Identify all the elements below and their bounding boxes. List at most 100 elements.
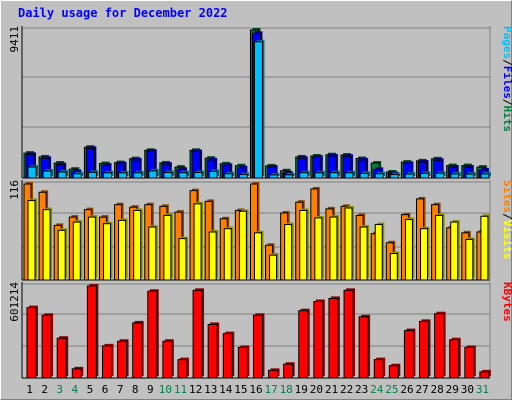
bar-kbytes-day-16 xyxy=(252,314,263,379)
bar-sites-day-1 xyxy=(27,200,36,281)
bar-sites-day-16 xyxy=(253,232,262,281)
bar-pages-day-2 xyxy=(42,170,52,179)
bar-sites-day-2 xyxy=(42,209,51,281)
bar-pages-day-31 xyxy=(480,173,490,179)
bar-pages-day-7 xyxy=(118,172,128,179)
bar-kbytes-day-3 xyxy=(56,337,67,379)
bar-sites-day-5 xyxy=(87,216,96,281)
bar-kbytes-day-12 xyxy=(192,289,203,379)
panel-pages-files-hits-legend: Pages/Files/Hits xyxy=(501,26,512,132)
bar-kbytes-day-13 xyxy=(207,323,218,379)
bar-pages-day-15 xyxy=(238,174,248,179)
x-tick-label-28: 28 xyxy=(431,383,444,396)
x-tick-label-3: 3 xyxy=(56,383,63,396)
x-tick-label-24: 24 xyxy=(370,383,384,396)
bar-pages-day-20 xyxy=(314,172,324,179)
bar-kbytes-day-20 xyxy=(313,300,324,379)
bar-sites-day-23 xyxy=(359,226,368,281)
bar-sites-day-19 xyxy=(299,209,308,281)
bar-sites-day-27 xyxy=(420,228,429,281)
bar-kbytes-day-10 xyxy=(162,340,173,379)
x-tick-label-6: 6 xyxy=(102,383,109,396)
bar-pages-day-18 xyxy=(284,174,294,179)
bar-kbytes-day-18 xyxy=(283,363,294,379)
legend-part: Hits xyxy=(501,106,512,133)
bar-sites-day-8 xyxy=(133,209,142,281)
bar-pages-day-24 xyxy=(374,173,384,179)
bar-kbytes-day-29 xyxy=(449,339,460,379)
x-tick-label-9: 9 xyxy=(147,383,154,396)
bar-pages-day-30 xyxy=(465,173,475,179)
legend-part: Files xyxy=(501,66,512,99)
x-tick-label-18: 18 xyxy=(280,383,293,396)
bar-kbytes-day-15 xyxy=(237,346,248,379)
bar-sites-day-6 xyxy=(102,223,111,281)
bar-kbytes-day-31 xyxy=(479,371,490,379)
bar-pages-day-19 xyxy=(299,172,309,179)
bar-pages-day-6 xyxy=(102,172,112,179)
bar-kbytes-day-23 xyxy=(358,316,369,379)
bar-sites-day-26 xyxy=(404,219,413,281)
x-tick-label-4: 4 xyxy=(72,383,79,396)
x-tick-label-26: 26 xyxy=(400,383,413,396)
bar-sites-day-21 xyxy=(329,216,338,281)
bar-sites-day-4 xyxy=(72,221,81,281)
bar-pages-day-23 xyxy=(359,172,369,179)
bar-pages-day-28 xyxy=(435,172,445,179)
bar-pages-day-8 xyxy=(133,172,143,179)
bar-pages-day-22 xyxy=(344,172,354,179)
bar-kbytes-day-24 xyxy=(373,359,384,379)
legend-part: / xyxy=(501,213,512,220)
x-tick-label-12: 12 xyxy=(189,383,202,396)
panel-kbytes-max-label: 601214 xyxy=(8,282,21,322)
bar-sites-day-17 xyxy=(269,254,278,281)
bar-pages-day-10 xyxy=(163,171,173,179)
bar-pages-day-9 xyxy=(148,170,158,179)
bar-sites-day-25 xyxy=(389,253,398,281)
bar-sites-day-13 xyxy=(208,231,217,281)
bar-pages-day-21 xyxy=(329,172,339,179)
panel-visits-sites-max-label: 116 xyxy=(8,180,21,200)
bar-kbytes-day-2 xyxy=(41,314,52,379)
legend-part: Sites xyxy=(501,180,512,213)
bar-pages-day-16 xyxy=(253,41,263,179)
panel-visits-sites-legend: Sites/Visits xyxy=(501,180,512,260)
bar-sites-day-3 xyxy=(57,229,66,281)
x-tick-label-15: 15 xyxy=(234,383,247,396)
x-tick-label-30: 30 xyxy=(461,383,474,396)
bar-sites-day-7 xyxy=(118,219,127,281)
bar-kbytes-day-19 xyxy=(298,310,309,379)
x-tick-label-13: 13 xyxy=(204,383,217,396)
bar-sites-day-31 xyxy=(480,215,489,281)
x-tick-label-20: 20 xyxy=(310,383,323,396)
bar-kbytes-day-26 xyxy=(403,330,414,379)
bar-pages-day-26 xyxy=(404,173,414,179)
bar-sites-day-12 xyxy=(193,203,202,281)
bar-pages-day-5 xyxy=(87,171,97,179)
panel-pages-files-hits-max-label: 9411 xyxy=(8,26,21,53)
bar-kbytes-day-6 xyxy=(101,345,112,379)
bar-kbytes-day-5 xyxy=(86,285,97,379)
bar-pages-day-17 xyxy=(269,174,279,179)
legend-part: / xyxy=(501,99,512,106)
bar-kbytes-day-4 xyxy=(71,368,82,379)
bar-sites-day-29 xyxy=(450,221,459,281)
bar-sites-day-15 xyxy=(238,210,247,281)
bar-pages-day-14 xyxy=(223,173,233,179)
bar-pages-day-13 xyxy=(208,170,218,179)
bar-sites-day-9 xyxy=(148,226,157,281)
x-tick-label-17: 17 xyxy=(264,383,277,396)
legend-part: Visits xyxy=(501,220,512,260)
x-tick-label-19: 19 xyxy=(295,383,308,396)
bar-pages-day-11 xyxy=(178,172,188,179)
bar-sites-day-28 xyxy=(435,214,444,281)
bar-pages-day-27 xyxy=(420,172,430,179)
bar-sites-day-10 xyxy=(163,214,172,281)
bar-pages-day-3 xyxy=(57,171,67,179)
bar-sites-day-20 xyxy=(314,217,323,281)
x-tick-label-23: 23 xyxy=(355,383,368,396)
x-tick-label-7: 7 xyxy=(117,383,124,396)
bar-sites-day-18 xyxy=(284,224,293,281)
bar-kbytes-day-21 xyxy=(328,297,339,379)
x-tick-label-27: 27 xyxy=(415,383,428,396)
